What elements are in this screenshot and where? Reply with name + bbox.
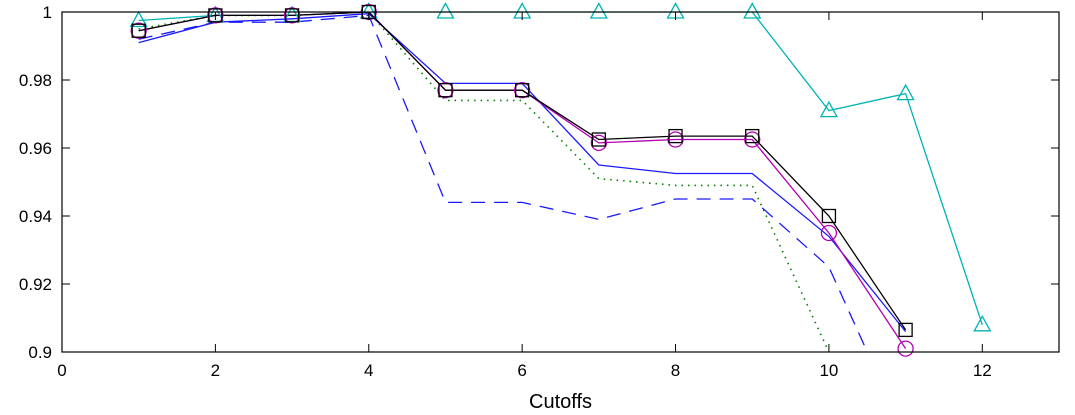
- series-4-circle-marker: [820, 224, 838, 242]
- x-tick-label: 4: [364, 361, 373, 380]
- x-tick-label: 6: [517, 361, 526, 380]
- series-3-triangle-marker: [589, 2, 608, 19]
- series-5-square-marker: [515, 83, 530, 98]
- tick-layer: 0 2 4 6 8 10 12 0.9 0.92 0.94 0.96 0.98 1: [19, 3, 1059, 380]
- series-4-circle-marker: [207, 7, 224, 24]
- series-3-triangle-marker: [129, 10, 148, 28]
- series-4-circle-marker: [897, 340, 914, 357]
- series-3-triangle-marker: [896, 83, 915, 101]
- x-tick-label: 2: [211, 361, 220, 380]
- y-tick-label: 1: [43, 3, 52, 22]
- series-4-circle-marker: [514, 82, 531, 99]
- x-axis-title: Cutoffs: [529, 391, 592, 413]
- series-4-circle-marker: [590, 134, 607, 152]
- series-5-square-marker: [591, 132, 606, 147]
- x-tick-label: 10: [819, 361, 838, 380]
- series-4-circle-marker: [283, 7, 301, 24]
- series-4-circle-marker: [744, 131, 761, 148]
- x-tick-label: 12: [973, 361, 992, 380]
- series-5-square-marker: [284, 8, 300, 23]
- series-3-triangle-marker: [743, 2, 762, 19]
- series-5-square-marker: [745, 128, 760, 144]
- series-5-square-marker: [438, 83, 453, 98]
- series-5-square-marker: [668, 128, 683, 144]
- series-4-circle-marker: [667, 131, 684, 148]
- plot-area: [62, 12, 1059, 352]
- series-5-square-marker: [208, 8, 223, 23]
- y-tick-label: 0.98: [19, 71, 52, 90]
- series-3-triangle-marker: [819, 100, 839, 118]
- plot-frame: [61, 11, 1060, 353]
- x-tick-label: 0: [57, 361, 66, 380]
- y-tick-label: 0.9: [28, 343, 52, 362]
- y-tick-label: 0.94: [19, 207, 52, 226]
- y-tick-label: 0.92: [19, 275, 52, 294]
- series-3-triangle-marker: [436, 2, 455, 19]
- x-tick-label: 8: [671, 361, 680, 380]
- series-5-line: [138, 12, 907, 331]
- marker-layer: [129, 2, 992, 357]
- series-5-square-marker: [821, 208, 837, 224]
- y-tick-label: 0.96: [19, 139, 52, 158]
- series-3-triangle-marker: [973, 314, 992, 332]
- series-4-circle-marker: [130, 22, 147, 39]
- series-0-line: [138, 14, 868, 352]
- series-5-square-marker: [898, 322, 913, 338]
- series-4-circle-marker: [437, 82, 454, 99]
- series-5-square-marker: [131, 23, 146, 38]
